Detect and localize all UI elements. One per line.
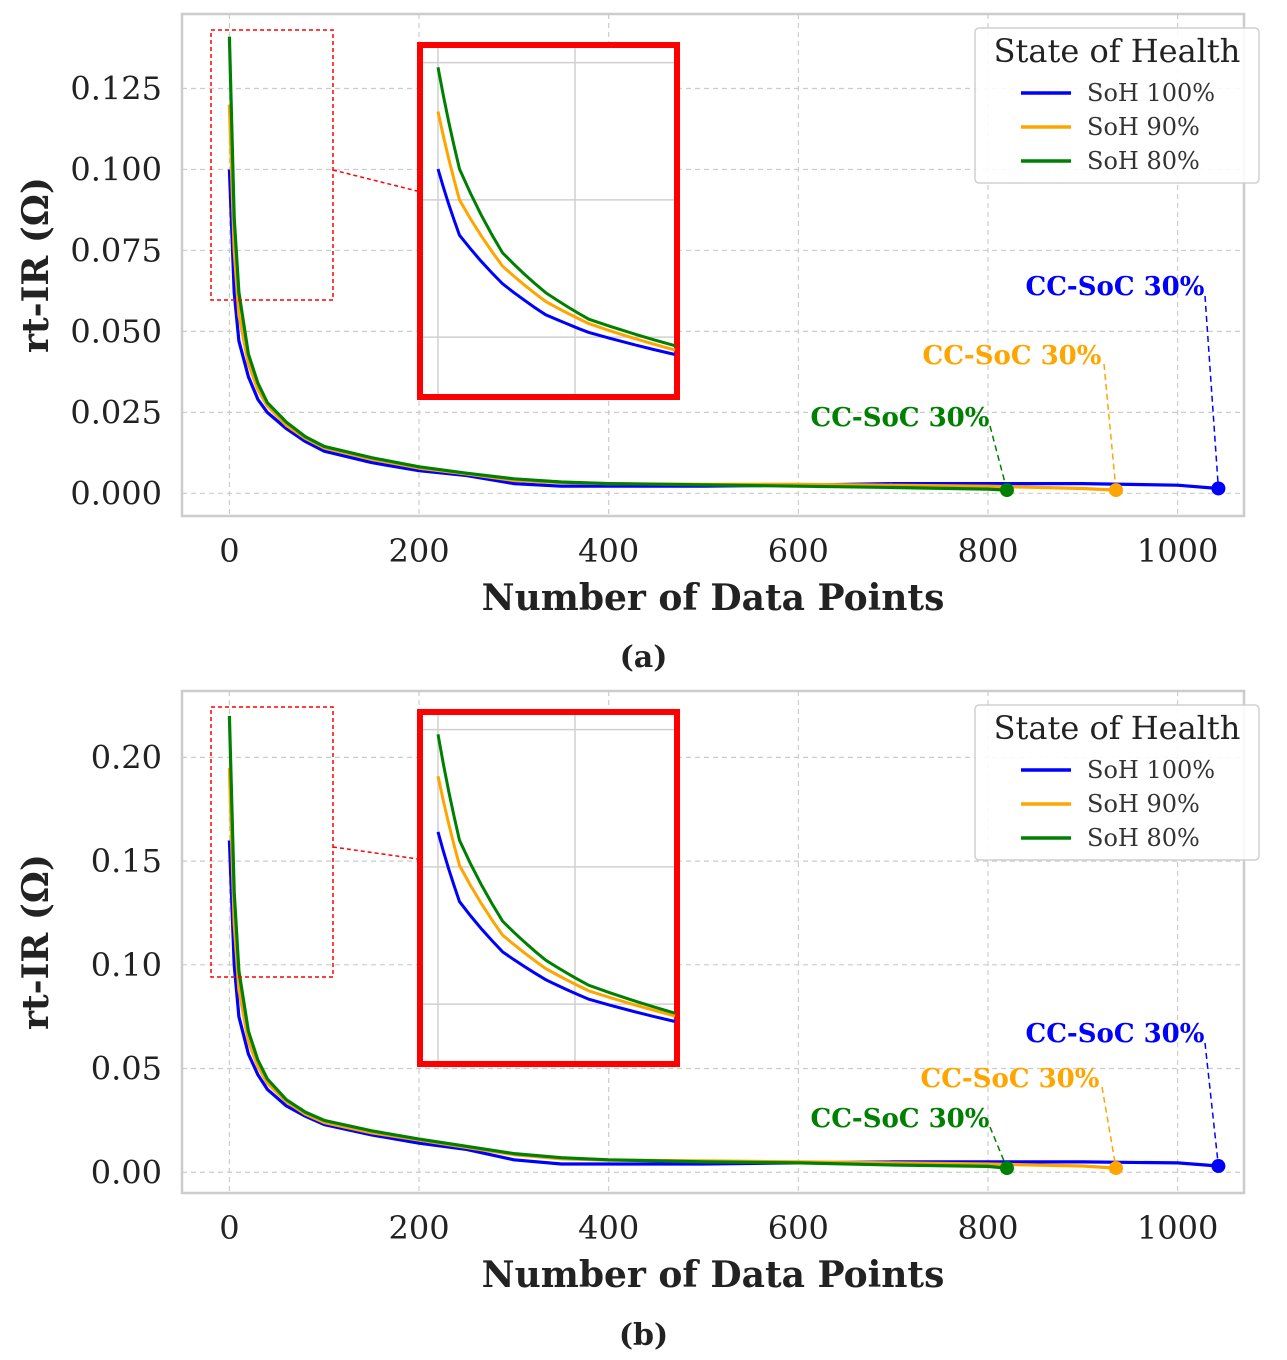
chart-b: 0 200 400 600 800 1000 0.00 0.05 0.10 0.15 0.20 Num…: [15, 689, 1260, 1296]
x-axis-label: Number of Data Points: [482, 577, 945, 619]
series-line: [227, 169, 1219, 491]
zoom-connector: [332, 846, 426, 861]
y-tick-label: 0.100: [70, 150, 162, 188]
x-tick-label: 0: [219, 1209, 239, 1247]
x-tick-label: 600: [768, 1209, 829, 1247]
y-tick-label: 0.075: [70, 231, 162, 269]
legend-item-label: SoH 80%: [1087, 147, 1200, 175]
x-tick-label: 800: [957, 532, 1018, 570]
x-tick-label: 1000: [1137, 1209, 1218, 1247]
zoom-connector: [332, 169, 426, 194]
y-tick-label: 0.00: [91, 1153, 162, 1191]
legend-title: State of Health: [994, 32, 1241, 70]
x-tick-label: 200: [389, 532, 450, 570]
y-tick-label: 0.050: [70, 312, 162, 350]
annotation-leader-line: [1204, 1042, 1220, 1167]
legend-item-label: SoH 90%: [1087, 113, 1200, 141]
series-end-marker: [1108, 483, 1123, 498]
legend-item-label: SoH 100%: [1087, 756, 1215, 784]
series-group: [227, 36, 1219, 492]
annotation-leader-line: [989, 425, 1008, 491]
legend-title: State of Health: [994, 709, 1241, 747]
y-tick-label: 0.000: [70, 474, 162, 512]
annotation-leader-line: [1103, 363, 1117, 491]
series-line: [227, 36, 1007, 492]
series-end-marker: [999, 483, 1014, 498]
legend-item-label: SoH 100%: [1087, 79, 1215, 107]
inset-series-line: [436, 831, 676, 1023]
x-tick-label: 0: [219, 532, 239, 570]
x-tick-label: 400: [578, 1209, 639, 1247]
inset-series-line: [436, 67, 676, 348]
series-group: [227, 715, 1219, 1170]
series-line: [227, 715, 1008, 1170]
y-tick-label: 0.125: [70, 69, 162, 107]
inset-series-line: [436, 111, 676, 352]
annotation-label: CC-SoC 30%: [811, 403, 990, 433]
inset-series-line: [436, 168, 676, 356]
annotation-leader-line: [1101, 1086, 1117, 1169]
annotation-leader-line: [989, 1126, 1008, 1169]
x-tick-label: 400: [578, 532, 639, 570]
legend-item-label: SoH 80%: [1087, 824, 1200, 852]
legend-box: [974, 704, 1260, 861]
annotation-label: CC-SoC 30%: [921, 1064, 1100, 1094]
x-tick-label: 600: [768, 532, 829, 570]
x-tick-label: 1000: [1137, 532, 1218, 570]
x-tick-label: 800: [957, 1209, 1018, 1247]
series-end-marker: [1211, 1159, 1226, 1174]
y-tick-label: 0.20: [91, 738, 162, 776]
annotation-label: CC-SoC 30%: [1026, 1019, 1205, 1049]
inset-series-line: [436, 734, 676, 1015]
caption-a: (a): [619, 640, 668, 675]
annotation-label: CC-SoC 30%: [923, 341, 1102, 371]
x-axis-label: Number of Data Points: [482, 1254, 945, 1296]
inset-series-line: [436, 775, 676, 1018]
annotation-label: CC-SoC 30%: [811, 1104, 990, 1134]
legend-item-label: SoH 90%: [1087, 790, 1200, 818]
y-tick-label: 0.10: [91, 946, 162, 984]
y-tick-label: 0.15: [91, 842, 162, 880]
y-axis-label: rt-IR (Ω): [15, 854, 57, 1030]
y-tick-label: 0.025: [70, 393, 162, 431]
y-axis-label: rt-IR (Ω): [15, 177, 57, 353]
x-tick-label: 200: [389, 1209, 450, 1247]
annotation-label: CC-SoC 30%: [1026, 272, 1205, 302]
chart-a: 0 200 400 600 800 1000 0.000 0.025 0.050 0.075 0.1…: [15, 12, 1260, 619]
y-tick-label: 0.05: [91, 1050, 162, 1088]
legend-box: [974, 27, 1260, 184]
annotation-leader-line: [1204, 295, 1220, 489]
caption-b: (b): [618, 1318, 669, 1353]
